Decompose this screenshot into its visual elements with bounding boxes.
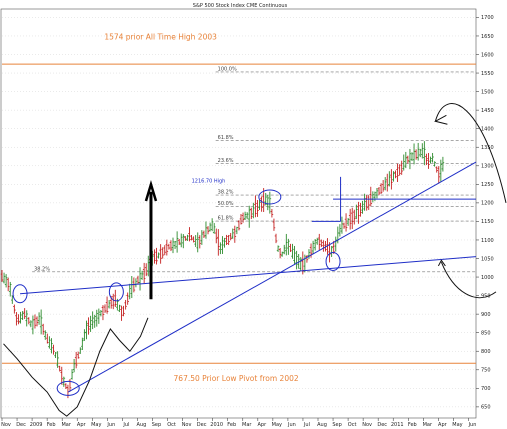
marker-ellipse (325, 251, 341, 271)
price-bars (0, 141, 445, 399)
x-tick-label: Feb (227, 422, 236, 428)
y-tick-label: 1200 (481, 201, 494, 207)
x-tick-label: Mar (61, 422, 71, 428)
gridlines (2, 17, 476, 408)
y-tick-label: 900 (481, 312, 491, 318)
up-arrow-head (144, 179, 158, 202)
y-tick-label: 750 (481, 368, 491, 374)
y-tick-label: 700 (481, 386, 491, 392)
x-tick-label: 2009 (30, 422, 43, 428)
fib-levels (32, 71, 476, 273)
fib-236-label: 23.6% (218, 158, 234, 164)
x-tick-label: Apr (257, 422, 267, 428)
annotation-markers (12, 189, 341, 396)
fib-100-label: 100.0% (218, 66, 237, 72)
y-tick-label: 1400 (481, 126, 494, 132)
annotation-labels: 1574 prior All Time High 2003 767.50 Prio… (34, 33, 299, 383)
x-tick-label: Sep (152, 422, 161, 428)
x-tick-label: Oct (167, 422, 176, 428)
x-tick-label: Dec (377, 422, 387, 428)
y-tick-label: 1150 (481, 219, 494, 225)
hand-drawn-arc-lower (440, 262, 497, 299)
y-tick-label: 1000 (481, 275, 494, 281)
y-tick-label: 1550 (481, 71, 494, 77)
trendline-1 (20, 256, 477, 295)
y-tick-label: 1250 (481, 182, 494, 188)
x-tick-label: Dec (16, 422, 26, 428)
hand-drawn-curves (3, 103, 507, 417)
x-tick-label: Jul (303, 422, 310, 428)
x-tick-label: May (272, 422, 282, 428)
plot-frame (0, 8, 477, 419)
x-tick-label: Jun (468, 422, 477, 428)
x-tick-label: Apr (77, 422, 87, 428)
fib-618-mid-label: 61.8% (218, 216, 234, 222)
y-tick-label: 1450 (481, 108, 494, 114)
x-tick-label: Mar (423, 422, 433, 428)
x-tick-label: Jul (122, 422, 129, 428)
x-tick-label: Aug (317, 422, 327, 428)
hand-drawn-curve-left (3, 317, 149, 417)
y-tick-label: 1050 (481, 256, 494, 262)
marker-ellipse (56, 380, 80, 396)
chart-title: S&P 500 Stock Index CME Continuous (193, 3, 288, 9)
y-tick-label: 1700 (481, 15, 494, 21)
trendlines (20, 161, 477, 393)
y-tick-label: 1100 (481, 238, 494, 244)
y-axis: 1700 1650 1600 1550 1500 1450 1400 1350 1300 1250… (476, 15, 494, 411)
high-1216-label: 1216.70 High (192, 178, 226, 184)
x-tick-label: May (91, 422, 101, 428)
fib-382-left-label: 38.2% (34, 266, 50, 272)
x-tick-label: Mar (242, 422, 252, 428)
marker-ellipse (12, 284, 28, 304)
trendline-2 (67, 161, 477, 393)
fib-618-top-label: 61.8% (218, 135, 234, 141)
horizontal-levels (2, 63, 476, 364)
x-tick-label: Nov (362, 422, 372, 428)
x-tick-label: Oct (348, 422, 357, 428)
hand-drawn-arrow-head-top (434, 114, 448, 125)
y-tick-label: 650 (481, 405, 491, 411)
x-tick-label: Dec (197, 422, 207, 428)
x-tick-label: 2011 (391, 422, 404, 428)
x-tick-label: Feb (408, 422, 417, 428)
y-tick-label: 850 (481, 330, 491, 336)
y-tick-label: 950 (481, 293, 491, 299)
x-tick-label: Nov (1, 422, 11, 428)
marker-ellipse (108, 282, 124, 302)
marker-ellipse (258, 189, 282, 205)
y-tick-label: 1300 (481, 164, 494, 170)
measure-bracket (311, 176, 342, 222)
hand-drawn-arrow-head-lower (437, 259, 446, 267)
y-tick-label: 1600 (481, 52, 494, 58)
x-tick-label: May (452, 422, 462, 428)
y-tick-label: 1500 (481, 89, 494, 95)
x-tick-label: Nov (182, 422, 192, 428)
y-tick-label: 800 (481, 349, 491, 355)
y-tick-label: 1350 (481, 145, 494, 151)
ath-label: 1574 prior All Time High 2003 (104, 33, 217, 42)
x-axis: Nov Dec 2009 Feb Mar Apr May Jun Jul Aug Sep Oct Nov… (1, 418, 476, 428)
x-tick-label: Sep (332, 422, 341, 428)
x-tick-label: 2010 (210, 422, 223, 428)
x-tick-label: Jun (287, 422, 296, 428)
x-tick-label: Jun (106, 422, 115, 428)
low-pivot-label: 767.50 Prior Low Pivot from 2002 (174, 374, 299, 383)
fib-50-label: 50.0% (218, 201, 234, 207)
fib-382-mid-label: 38.2% (218, 190, 234, 196)
hand-drawn-arc-right (434, 103, 507, 203)
x-tick-label: Apr (438, 422, 448, 428)
x-tick-label: Aug (137, 422, 147, 428)
x-tick-label: Feb (47, 422, 56, 428)
y-tick-label: 1650 (481, 34, 494, 40)
